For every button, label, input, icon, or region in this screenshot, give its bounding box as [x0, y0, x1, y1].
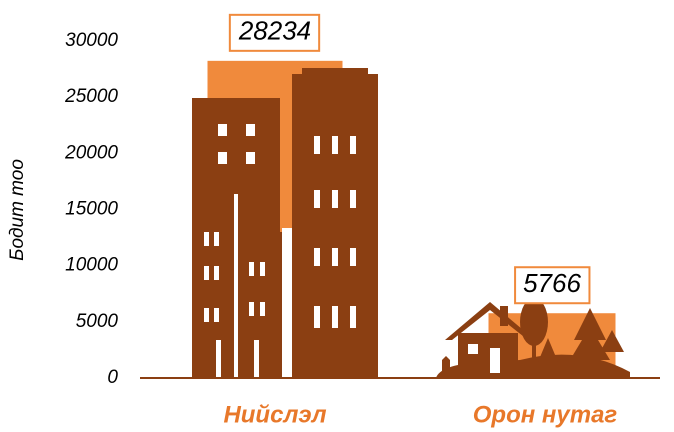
y-tick-label: 10000 — [65, 255, 118, 276]
y-tick-label: 30000 — [65, 30, 118, 51]
rural-pictogram — [436, 298, 630, 378]
y-tick-label: 5000 — [76, 311, 119, 332]
x-tick-label: Орон нутаг — [473, 401, 618, 428]
y-tick-label: 15000 — [65, 199, 118, 220]
y-axis-label: Бодит тоо — [7, 159, 28, 261]
chart: Бодит тоо — [0, 0, 674, 432]
y-tick-label: 20000 — [64, 142, 118, 163]
value-label: 28234 — [238, 16, 311, 46]
value-label: 5766 — [523, 268, 581, 298]
x-tick-label: Нийслэл — [223, 401, 326, 428]
y-tick-label: 25000 — [64, 86, 118, 107]
y-tick-label: 0 — [107, 367, 118, 388]
